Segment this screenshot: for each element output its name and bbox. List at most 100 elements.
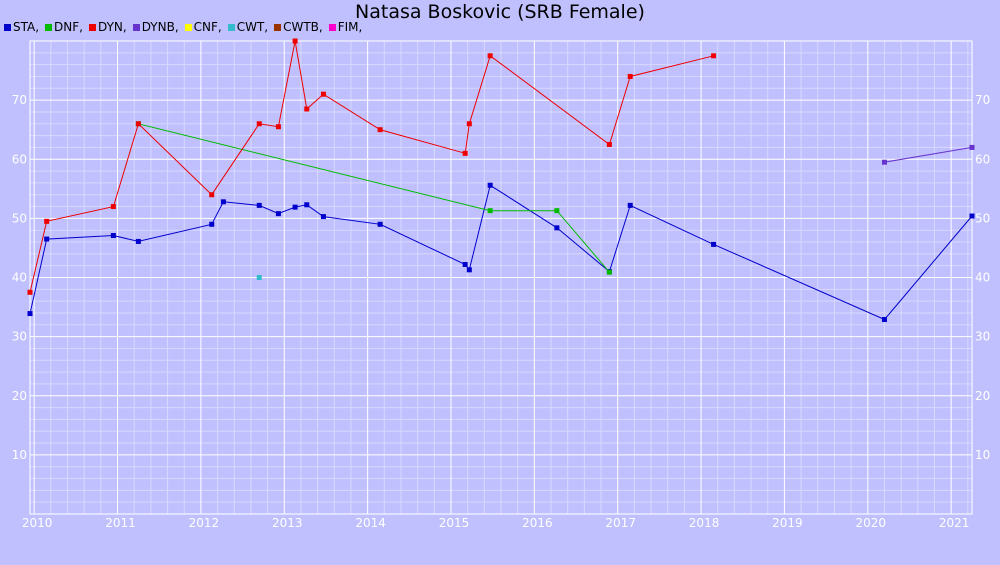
legend-label: FIM,	[337, 20, 363, 34]
legend-item: CWT,	[227, 20, 269, 34]
series-line-dynb	[884, 146, 973, 163]
data-point-dyn	[320, 91, 326, 97]
data-point-dyn	[292, 38, 298, 44]
data-point-sta	[320, 214, 326, 220]
legend-label: DNF,	[54, 20, 83, 34]
y-tick-label-left: 30	[12, 330, 27, 344]
data-point-dyn	[209, 192, 215, 198]
legend-label: CWT,	[236, 20, 269, 34]
data-point-sta	[220, 199, 226, 205]
y-tick-label-right: 40	[975, 271, 990, 285]
data-point-sta	[256, 202, 262, 208]
data-point-dyn	[377, 127, 383, 133]
data-point-sta	[304, 202, 310, 208]
legend-label: DYNB,	[141, 20, 179, 34]
data-point-dnf	[606, 269, 612, 275]
y-tick-label-right: 10	[975, 448, 990, 462]
x-tick-label: 2014	[355, 516, 386, 530]
legend-item: STA,	[4, 20, 39, 34]
x-tick-label: 2019	[772, 516, 803, 530]
legend-label: CWTB,	[283, 20, 323, 34]
legend-swatch	[132, 24, 140, 31]
data-point-dyn	[462, 150, 468, 156]
data-point-sta	[627, 202, 633, 208]
data-point-sta	[969, 213, 975, 219]
data-point-dyn	[711, 53, 717, 59]
y-tick-label-left: 70	[12, 93, 27, 107]
x-tick-label: 2020	[856, 516, 887, 530]
series-line-dyn	[29, 40, 714, 293]
data-point-sta	[209, 221, 215, 227]
y-tick-label-left: 60	[12, 152, 27, 166]
data-point-sta	[135, 238, 141, 244]
y-tick-label-right: 50	[975, 211, 990, 225]
legend-item: CWTB,	[274, 20, 323, 34]
legend-swatch	[274, 24, 282, 31]
x-tick-label: 2010	[22, 516, 53, 530]
data-point-sta	[487, 182, 493, 188]
data-point-dynb	[881, 159, 887, 165]
legend-item: FIM,	[328, 20, 363, 34]
legend-swatch	[45, 24, 53, 31]
x-tick-label: 2017	[605, 516, 636, 530]
legend-item: DNF,	[45, 20, 83, 34]
data-point-cwt	[256, 275, 262, 280]
data-point-sta	[377, 221, 383, 227]
x-tick-label: 2016	[522, 516, 553, 530]
y-tick-label-right: 20	[975, 389, 990, 403]
data-point-sta	[44, 236, 50, 242]
y-tick-label-right: 70	[975, 93, 990, 107]
legend-label: STA,	[13, 20, 40, 34]
data-point-dnf	[554, 208, 560, 214]
legend-item: DYNB,	[132, 20, 179, 34]
data-point-sta	[554, 225, 560, 231]
data-point-dyn	[110, 204, 116, 210]
data-point-dyn	[487, 53, 493, 59]
data-point-dyn	[256, 121, 262, 127]
data-point-sta	[466, 267, 472, 273]
legend-item: CNF,	[184, 20, 222, 34]
data-point-sta	[462, 261, 468, 267]
data-point-dyn	[606, 141, 612, 147]
data-point-dnf	[487, 208, 493, 214]
x-tick-label: 2021	[939, 516, 970, 530]
x-tick-label: 2013	[272, 516, 303, 530]
data-point-sta	[711, 241, 717, 247]
data-point-sta	[292, 204, 298, 210]
data-point-dyn	[627, 73, 633, 79]
chart-title: Natasa Boskovic (SRB Female)	[355, 1, 645, 23]
legend-label: DYN,	[97, 20, 127, 34]
x-tick-label: 2012	[189, 516, 220, 530]
x-tick-label: 2015	[439, 516, 470, 530]
data-point-dyn	[466, 121, 472, 127]
legend-swatch	[227, 24, 235, 31]
legend-swatch	[328, 24, 336, 31]
x-tick-label: 2011	[105, 516, 136, 530]
legend-swatch	[184, 24, 192, 31]
legend-label: CNF,	[193, 20, 222, 34]
data-point-sta	[275, 211, 281, 217]
data-point-dynb	[969, 144, 975, 150]
data-point-sta	[881, 316, 887, 322]
data-point-dyn	[27, 289, 33, 295]
series-line-dnf	[138, 123, 610, 273]
data-point-dyn	[44, 218, 50, 224]
y-tick-label-left: 10	[12, 448, 27, 462]
data-point-sta	[27, 311, 33, 317]
y-tick-label-right: 30	[975, 330, 990, 344]
y-tick-label-left: 50	[12, 211, 27, 225]
plot-frame	[29, 40, 973, 515]
y-tick-label-left: 40	[12, 271, 27, 285]
data-point-sta	[110, 233, 116, 239]
legend-item: DYN,	[88, 20, 127, 34]
data-point-dyn	[135, 121, 141, 127]
data-point-dyn	[275, 124, 281, 130]
x-tick-label: 2018	[689, 516, 720, 530]
y-tick-label-right: 60	[975, 152, 990, 166]
legend-swatch	[88, 24, 96, 31]
legend: STA, DNF, DYN, DYNB, CNF, CWT, CWTB, FIM,	[4, 20, 368, 36]
y-tick-label-left: 20	[12, 389, 27, 403]
legend-swatch	[4, 24, 11, 31]
data-point-dyn	[304, 106, 310, 112]
